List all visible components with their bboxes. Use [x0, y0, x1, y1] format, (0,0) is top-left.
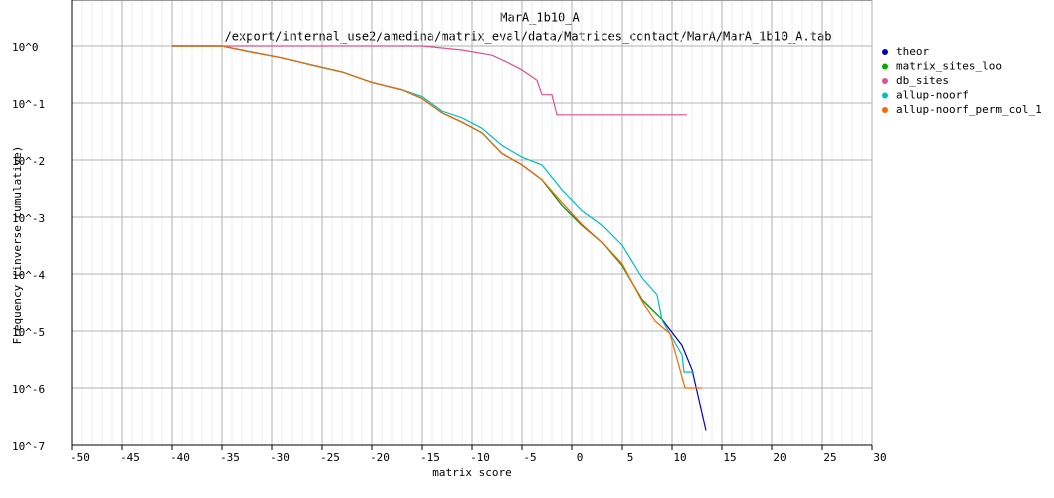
legend-label: db_sites [896, 74, 949, 87]
x-tick-label: -30 [270, 451, 290, 464]
y-tick-label: 10^-4 [12, 269, 45, 282]
x-tick-label: -35 [220, 451, 240, 464]
legend-marker [882, 63, 888, 70]
legend-label: allup-noorf [896, 89, 969, 102]
series-line [172, 45, 702, 389]
x-tick-label: -50 [70, 451, 90, 464]
y-tick-label: 10^0 [12, 41, 39, 54]
y-tick-label: 10^-1 [12, 98, 45, 111]
y-tick-label: 10^-2 [12, 155, 45, 168]
y-tick-label: 10^-7 [12, 440, 45, 453]
legend-label: theor [896, 45, 929, 58]
x-tick-label: -10 [470, 451, 490, 464]
legend-label: matrix_sites_loo [896, 60, 1002, 73]
x-tick-label: -40 [170, 451, 190, 464]
legend-marker [882, 49, 888, 55]
x-tick-label: 5 [627, 451, 634, 464]
x-tick-label: 30 [873, 451, 886, 464]
legend-marker [882, 92, 888, 99]
y-tick-label: 10^-6 [12, 383, 45, 396]
x-tick-label: -15 [420, 451, 440, 464]
series-line [172, 45, 663, 320]
y-tick-label: 10^-5 [12, 326, 45, 339]
chart-subtitle: /export/internal_use2/amedina/matrix_eva… [225, 30, 832, 44]
series-line [172, 45, 687, 116]
x-tick-label: 25 [823, 451, 836, 464]
x-tick-label: 0 [577, 451, 584, 464]
x-tick-label: -25 [320, 451, 340, 464]
legend-marker [882, 107, 888, 113]
x-axis-label: matrix score [432, 466, 511, 479]
y-tick-label: 10^-3 [12, 212, 45, 225]
x-tick-label: -45 [120, 451, 140, 464]
x-tick-label: -5 [523, 451, 536, 464]
chart-title: MarA_1b10_A [500, 11, 580, 25]
x-tick-label: 20 [773, 451, 786, 464]
series-line [172, 45, 694, 373]
x-tick-label: 10 [673, 451, 686, 464]
x-tick-label: 15 [723, 451, 736, 464]
x-tick-label: -20 [370, 451, 390, 464]
legend-label: allup-noorf_perm_col_1 [896, 103, 1042, 116]
y-axis-label: Frequency (inverse cumulative) [11, 146, 24, 345]
legend-marker [882, 78, 888, 84]
